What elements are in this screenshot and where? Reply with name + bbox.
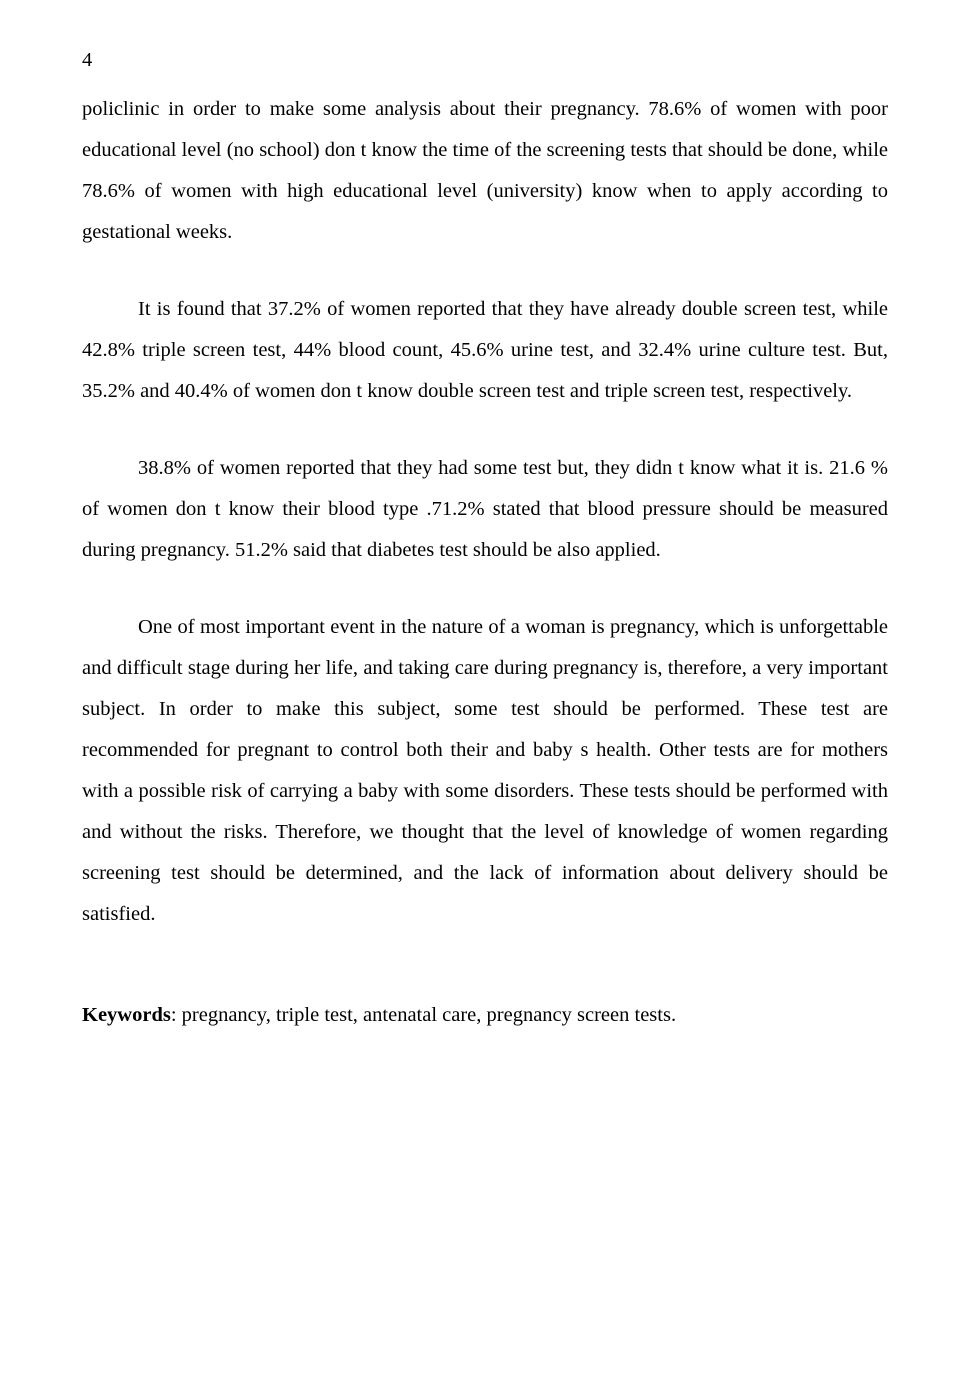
paragraph-2: It is found that 37.2% of women reported… — [82, 289, 888, 412]
document-page: 4 policlinic in order to make some analy… — [0, 0, 960, 1393]
paragraph-4: One of most important event in the natur… — [82, 607, 888, 935]
keywords-label: Keywords — [82, 1004, 171, 1026]
keywords-line: Keywords: pregnancy, triple test, antena… — [82, 995, 888, 1036]
paragraph-1: policlinic in order to make some analysi… — [82, 89, 888, 253]
page-number: 4 — [82, 50, 888, 71]
keywords-text: : pregnancy, triple test, antenatal care… — [171, 1004, 676, 1026]
paragraph-3: 38.8% of women reported that they had so… — [82, 448, 888, 571]
